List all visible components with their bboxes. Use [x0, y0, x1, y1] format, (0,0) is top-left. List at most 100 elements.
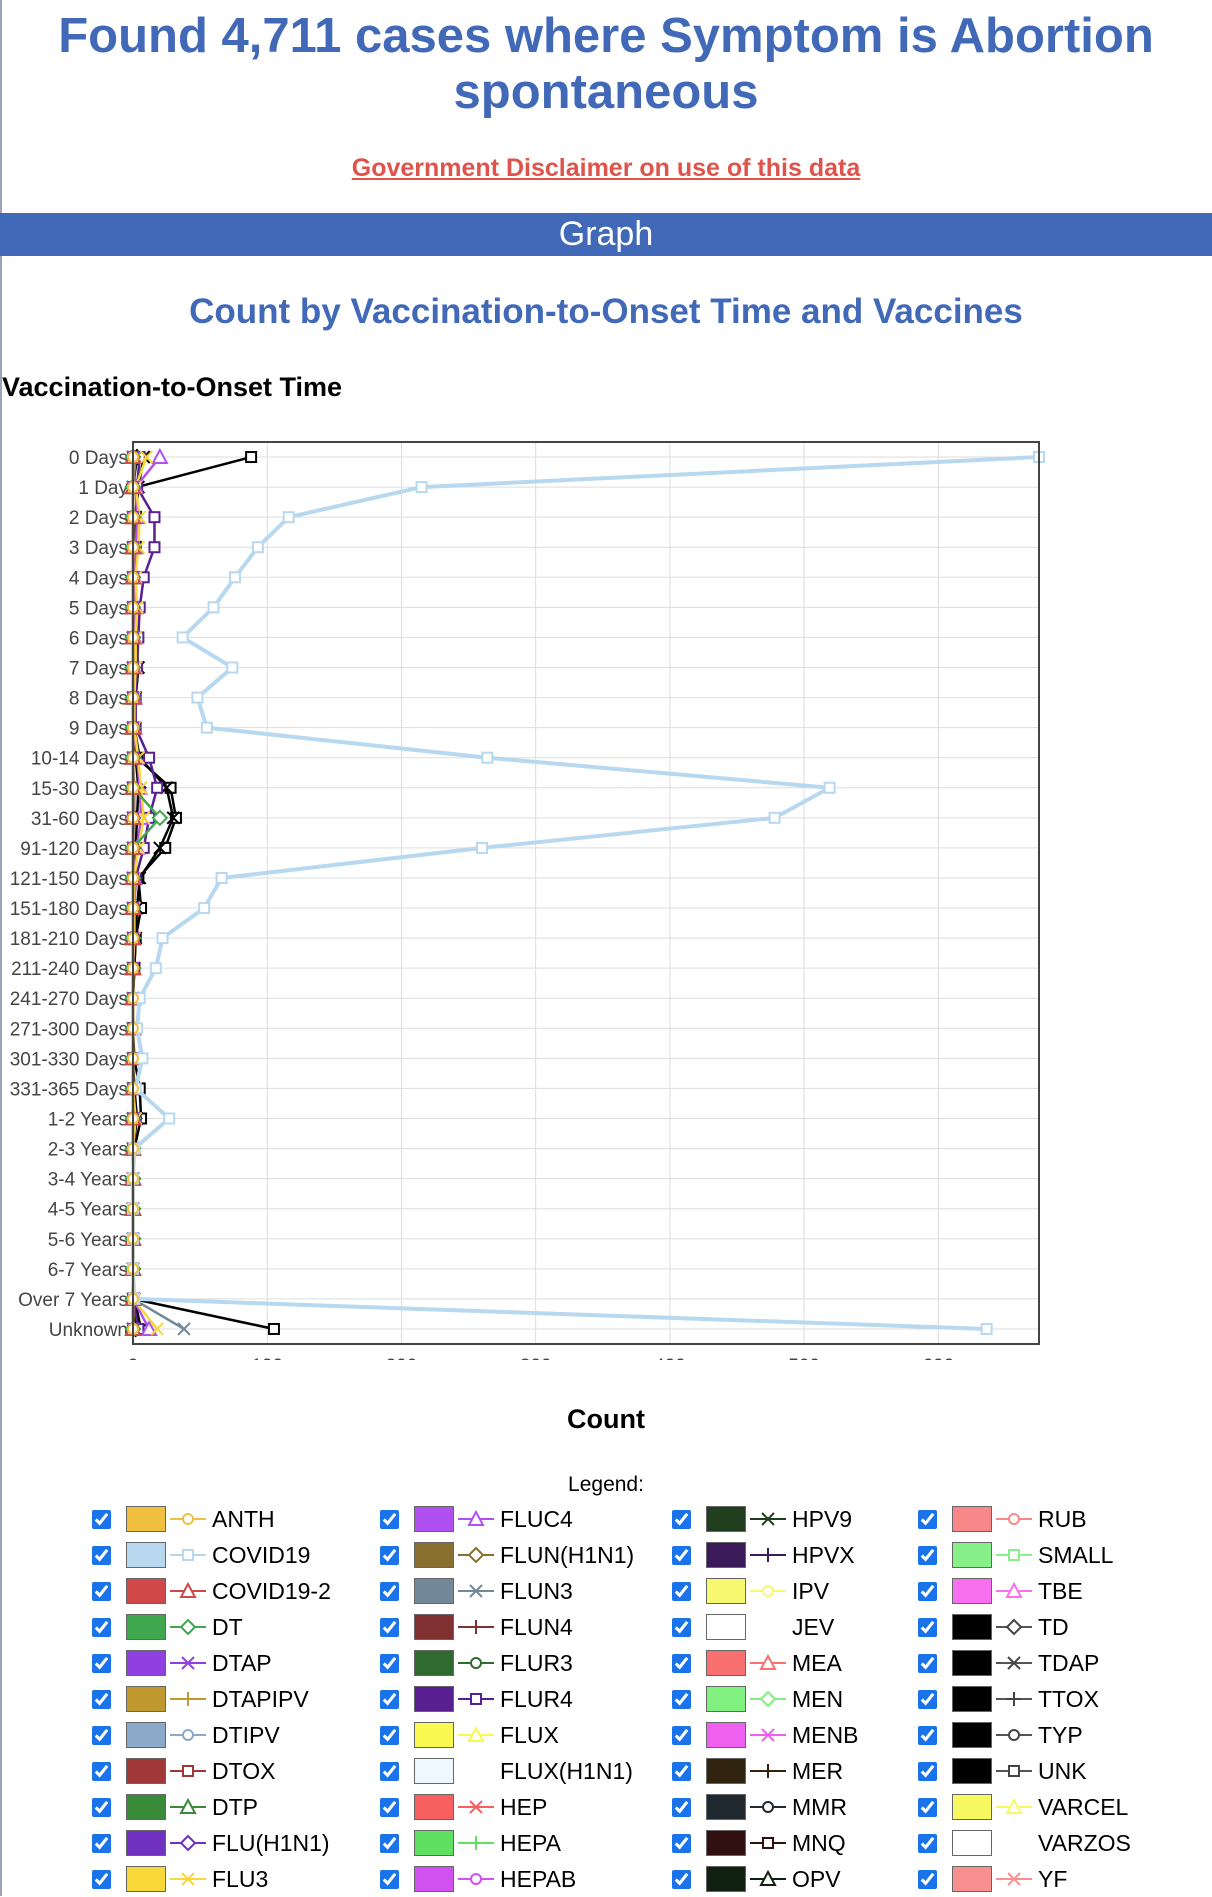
legend-checkbox[interactable]: [92, 1545, 111, 1565]
legend-item: FLUX(H1N1): [380, 1753, 633, 1789]
legend-swatch: [952, 1506, 992, 1532]
legend-checkbox[interactable]: [672, 1689, 691, 1709]
legend-checkbox[interactable]: [92, 1509, 111, 1529]
legend-checkbox[interactable]: [380, 1545, 399, 1565]
legend-checkbox[interactable]: [92, 1581, 111, 1601]
legend-checkbox[interactable]: [380, 1617, 399, 1637]
legend-label: FLUC4: [500, 1505, 573, 1532]
legend-checkbox[interactable]: [918, 1689, 937, 1709]
legend-marker-icon: [996, 1729, 1032, 1741]
legend-checkbox[interactable]: [672, 1617, 691, 1637]
data-point: [229, 571, 242, 584]
legend-checkbox[interactable]: [918, 1653, 937, 1673]
data-point: [151, 447, 169, 465]
legend-marker-icon: [750, 1728, 786, 1742]
legend-checkbox[interactable]: [380, 1761, 399, 1781]
legend-marker-icon: [750, 1653, 786, 1670]
legend-label: FLUR4: [500, 1685, 573, 1712]
legend-checkbox[interactable]: [380, 1797, 399, 1817]
legend-swatch: [706, 1722, 746, 1748]
disclaimer-link[interactable]: Government Disclaimer on use of this dat…: [351, 154, 861, 182]
legend-checkbox[interactable]: [918, 1761, 937, 1781]
legend-swatch: [414, 1650, 454, 1676]
legend-marker-icon: [994, 1833, 1034, 1853]
legend-checkbox[interactable]: [918, 1797, 937, 1817]
legend-label: TD: [1038, 1613, 1069, 1640]
legend-item: TTOX: [918, 1681, 1099, 1717]
legend-checkbox[interactable]: [92, 1761, 111, 1781]
legend-item: SMALL: [918, 1537, 1113, 1573]
legend-checkbox[interactable]: [92, 1725, 111, 1745]
chart-plot: 0 100 200 300 400 500 600 0 Days 1 Day 2 Days 3 Da…: [10, 441, 1045, 1360]
data-point: [415, 481, 428, 494]
legend-checkbox[interactable]: [918, 1509, 937, 1529]
legend-item: JEV: [672, 1609, 834, 1645]
legend-checkbox[interactable]: [918, 1833, 937, 1853]
legend-checkbox[interactable]: [92, 1617, 111, 1637]
legend-item: DTAP: [92, 1645, 272, 1681]
legend-item: MEA: [672, 1645, 842, 1681]
y-tick-label: 1 Day: [78, 478, 128, 499]
data-point: [151, 809, 169, 827]
legend-label: DTIPV: [212, 1721, 280, 1748]
legend-swatch: [952, 1650, 992, 1676]
chart-legend: ANTH COVID19 COVID19-2 DT DTAP DTAPIPV DTIPV DT…: [0, 1500, 1212, 1896]
legend-marker-icon: [750, 1764, 786, 1778]
legend-checkbox[interactable]: [672, 1653, 691, 1673]
legend-marker-icon: [170, 1581, 206, 1598]
legend-label: FLUR3: [500, 1649, 573, 1676]
data-point: [200, 721, 213, 734]
data-point: [282, 511, 295, 524]
legend-checkbox[interactable]: [672, 1509, 691, 1529]
legend-checkbox[interactable]: [672, 1761, 691, 1781]
legend-swatch: [706, 1614, 746, 1640]
legend-checkbox[interactable]: [380, 1833, 399, 1853]
legend-label: FLUX: [500, 1721, 559, 1748]
section-header-graph: Graph: [0, 213, 1212, 256]
legend-checkbox[interactable]: [380, 1869, 399, 1889]
legend-label: MMR: [792, 1793, 847, 1820]
legend-swatch: [126, 1650, 166, 1676]
legend-checkbox[interactable]: [380, 1689, 399, 1709]
legend-checkbox[interactable]: [380, 1725, 399, 1745]
legend-checkbox[interactable]: [92, 1797, 111, 1817]
legend-checkbox[interactable]: [380, 1581, 399, 1601]
legend-marker-icon: [996, 1581, 1032, 1598]
legend-checkbox[interactable]: [672, 1797, 691, 1817]
legend-checkbox[interactable]: [380, 1653, 399, 1673]
legend-checkbox[interactable]: [672, 1833, 691, 1853]
y-tick-label: 3-4 Years: [48, 1170, 128, 1191]
legend-item: YF: [918, 1861, 1067, 1897]
legend-item: DT: [92, 1609, 243, 1645]
legend-checkbox[interactable]: [918, 1581, 937, 1601]
data-point: [150, 1322, 164, 1336]
data-point: [148, 511, 161, 524]
legend-checkbox[interactable]: [380, 1509, 399, 1529]
legend-checkbox[interactable]: [918, 1869, 937, 1889]
legend-checkbox[interactable]: [672, 1869, 691, 1889]
legend-checkbox[interactable]: [918, 1725, 937, 1745]
legend-checkbox[interactable]: [92, 1689, 111, 1709]
data-point: [177, 1322, 191, 1336]
legend-checkbox[interactable]: [92, 1653, 111, 1673]
legend-label: UNK: [1038, 1757, 1087, 1784]
legend-checkbox[interactable]: [92, 1833, 111, 1853]
legend-swatch: [952, 1722, 992, 1748]
legend-checkbox[interactable]: [92, 1869, 111, 1889]
legend-checkbox[interactable]: [918, 1617, 937, 1637]
y-tick-label: 2 Days: [69, 508, 128, 529]
legend-checkbox[interactable]: [918, 1545, 937, 1565]
page-title: Found 4,711 cases where Symptom is Abort…: [58, 9, 1154, 119]
legend-swatch: [414, 1542, 454, 1568]
data-point: [151, 781, 164, 794]
series-line: [131, 455, 275, 1331]
legend-checkbox[interactable]: [672, 1581, 691, 1601]
legend-label: FLUX(H1N1): [500, 1757, 633, 1784]
legend-marker-icon: [750, 1512, 786, 1526]
data-point: [215, 871, 228, 884]
legend-item: DTAPIPV: [92, 1681, 309, 1717]
legend-checkbox[interactable]: [672, 1725, 691, 1745]
legend-swatch: [126, 1614, 166, 1640]
legend-checkbox[interactable]: [672, 1545, 691, 1565]
legend-swatch: [952, 1866, 992, 1892]
